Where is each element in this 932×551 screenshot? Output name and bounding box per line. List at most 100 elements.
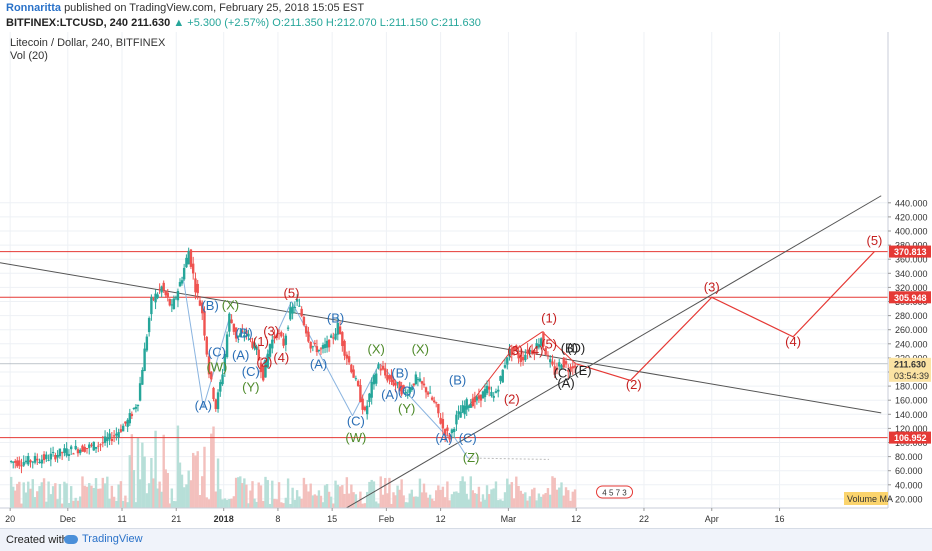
candle-body <box>325 340 329 348</box>
volume-bar <box>439 489 442 508</box>
trendlines <box>0 195 882 513</box>
volume-bar <box>271 480 274 508</box>
candle-body <box>379 368 382 371</box>
volume-bar <box>103 483 107 508</box>
wave-line-b <box>202 314 231 408</box>
candle-body <box>266 353 269 368</box>
volume-bar <box>321 502 325 508</box>
candle-body <box>515 345 518 351</box>
volume-bar <box>69 486 73 508</box>
volume-bar <box>63 481 66 508</box>
candle-body <box>332 337 335 339</box>
volume-bar <box>365 491 369 508</box>
volume-bar <box>124 495 127 508</box>
candle-body <box>394 382 397 386</box>
volume-bar <box>33 497 37 508</box>
volume-bar <box>473 493 477 508</box>
wave-line-g <box>453 436 469 459</box>
candle-body <box>191 263 195 274</box>
volume-bar <box>207 499 211 508</box>
volume-bar <box>426 497 430 508</box>
candle-body <box>132 407 136 409</box>
candle-body <box>275 334 278 339</box>
candle-body <box>14 460 17 463</box>
volume-bar <box>475 493 479 508</box>
volume-bar <box>535 500 538 508</box>
x-tick-label: 20 <box>5 514 15 524</box>
candle-body <box>166 292 169 298</box>
candle-body <box>112 435 116 437</box>
wave-label: (B) <box>235 325 252 340</box>
x-tick-label: 12 <box>571 514 581 524</box>
dotted-line <box>467 457 550 460</box>
volume-bar <box>117 484 120 508</box>
wave-label: (B) <box>327 311 344 326</box>
candle-body <box>420 381 424 384</box>
volume-bar <box>394 495 397 508</box>
volume-bar <box>519 490 523 508</box>
candle-body <box>27 456 30 465</box>
volume-bar <box>295 490 299 508</box>
volume-bar <box>99 488 102 508</box>
candle-body <box>448 434 451 440</box>
candle-body <box>40 459 44 464</box>
candle-body <box>293 307 297 309</box>
candle-body <box>381 365 385 370</box>
candle-body <box>539 338 543 346</box>
candle-body <box>16 460 19 467</box>
wave-label: (A) <box>381 387 398 402</box>
volume-bar <box>524 492 527 508</box>
countdown-label: 03:54:39 <box>894 371 929 381</box>
candle-body <box>110 438 114 442</box>
y-tick-label: 60.000 <box>895 466 923 476</box>
author-name[interactable]: Ronnaritta <box>6 2 61 14</box>
candle-body <box>363 406 367 411</box>
candle-body <box>329 335 333 338</box>
volume-bar <box>158 481 161 508</box>
price-chart[interactable]: (B) (X)(A)(C)(W)(B)(1)(3)(A) (2) (4)(C)(Y)(… <box>0 32 932 528</box>
volume-bar <box>268 503 272 508</box>
candle-body <box>461 405 464 413</box>
volume-bar <box>221 499 224 508</box>
volume-bar <box>571 491 574 508</box>
candle-body <box>544 348 547 355</box>
wave-line-e <box>352 363 381 416</box>
candle-body <box>117 432 120 438</box>
wave-label: (C) <box>398 383 416 398</box>
volume-bar <box>154 430 157 508</box>
candle-body <box>479 394 483 401</box>
candle-body <box>170 304 174 306</box>
volume-bar <box>564 487 568 508</box>
candle-body <box>9 461 13 463</box>
volume-bar <box>481 494 485 508</box>
volume-bar <box>164 469 167 508</box>
volume-bar <box>172 500 176 508</box>
volume-bar <box>388 477 391 508</box>
volume-bar <box>551 476 554 508</box>
price-tag <box>889 357 931 382</box>
y-tick-label: 140.000 <box>895 410 928 420</box>
time-axis-bg <box>0 508 932 528</box>
candle-body <box>162 282 165 291</box>
candle-body <box>414 374 418 385</box>
volume-bar <box>92 487 95 508</box>
candle-body <box>230 319 233 324</box>
volume-bar <box>247 503 250 508</box>
candle-body <box>168 299 172 306</box>
volume-bar <box>408 493 411 508</box>
candle-body <box>271 339 274 349</box>
candle-body <box>499 376 502 381</box>
symbol-label[interactable]: BITFINEX:LTCUSD, 240 <box>6 17 129 29</box>
candle-body <box>298 305 301 307</box>
candle-body <box>90 444 93 446</box>
volume-bar <box>558 487 561 508</box>
candle-body <box>29 460 32 463</box>
volume-bar <box>12 486 15 508</box>
candle-body <box>56 454 59 458</box>
volume-bar <box>74 497 77 508</box>
tradingview-logo[interactable]: TradingView <box>64 533 143 545</box>
candle-body <box>115 433 118 436</box>
candle-body <box>187 250 190 265</box>
candle-body <box>225 334 229 358</box>
projection-path <box>576 251 875 382</box>
